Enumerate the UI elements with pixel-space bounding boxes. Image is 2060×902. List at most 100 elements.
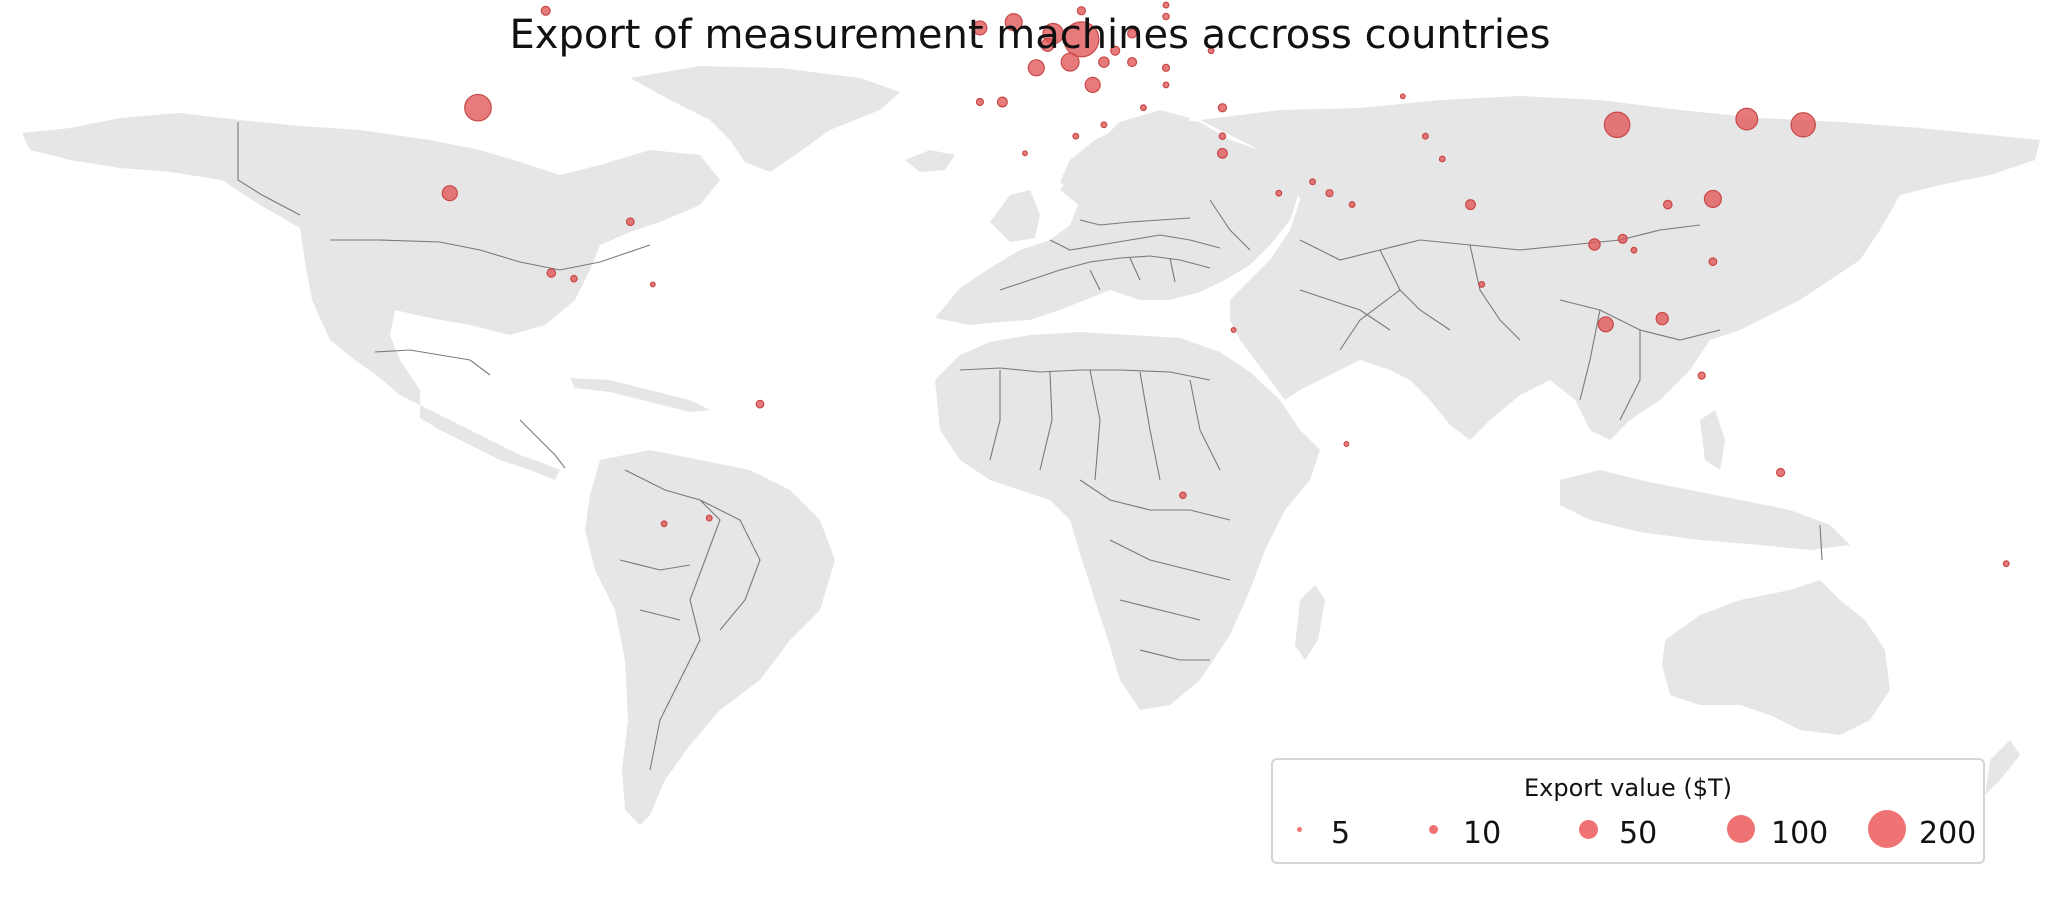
land-central-america <box>420 405 560 480</box>
legend: Export value ($T) 5 10 50 100 200 <box>1271 758 1985 864</box>
border-africa <box>959 367 1231 661</box>
legend-title: Export value ($T) <box>1523 774 1733 802</box>
export-bubble <box>1216 147 1228 159</box>
export-bubble <box>996 96 1008 108</box>
export-bubble <box>649 281 656 288</box>
border-asia <box>1299 224 1721 421</box>
export-bubble <box>705 514 713 522</box>
export-bubble <box>755 399 765 409</box>
export-bubble <box>1478 280 1486 288</box>
export-bubble <box>1275 189 1283 197</box>
export-bubble <box>1110 45 1121 56</box>
export-bubble <box>1603 111 1631 139</box>
land-british-isles <box>990 190 1040 242</box>
land-iceland <box>905 150 955 172</box>
land-south-america <box>585 450 835 825</box>
legend-label: 200 <box>1919 816 1977 851</box>
land-africa <box>935 332 1320 710</box>
land-masses <box>22 66 2040 825</box>
export-bubble <box>1072 132 1080 140</box>
land-japan <box>1780 215 1835 290</box>
legend-dot <box>1429 825 1438 834</box>
export-bubble <box>1179 491 1187 500</box>
legend-dot <box>1727 815 1755 843</box>
export-bubble <box>441 185 458 202</box>
export-bubble <box>1076 6 1087 16</box>
export-bubble <box>1162 12 1170 21</box>
border-us-mexico <box>374 349 491 376</box>
export-bubble <box>1588 238 1601 251</box>
export-bubble <box>464 93 492 122</box>
export-bubble <box>1100 121 1108 129</box>
export-bubbles <box>441 1 2010 568</box>
border-indonesia <box>1819 524 1823 561</box>
export-bubble <box>1421 132 1429 140</box>
legend-dot <box>1868 810 1906 848</box>
export-bubble <box>1207 47 1215 55</box>
export-bubble <box>1127 28 1138 39</box>
export-bubble <box>972 20 988 36</box>
export-bubble <box>1161 63 1171 72</box>
export-bubble <box>1022 150 1028 157</box>
legend-label: 50 <box>1619 816 1658 851</box>
land-europe <box>935 118 1300 325</box>
land-greenland <box>630 66 900 172</box>
export-bubble <box>1063 21 1100 58</box>
export-bubble <box>1098 56 1110 68</box>
export-bubble <box>540 5 551 16</box>
page-title: Export of measurement machines accross c… <box>509 12 1551 58</box>
export-bubble <box>1139 104 1147 112</box>
land-caribbean <box>570 378 710 412</box>
export-bubble <box>1465 199 1476 211</box>
border-europe <box>999 199 1251 291</box>
export-bubble <box>1597 316 1614 333</box>
land-australia <box>1662 580 1890 735</box>
export-bubble <box>546 268 557 278</box>
land-north-america <box>22 113 720 405</box>
export-bubble <box>1027 59 1045 77</box>
legend-label: 100 <box>1771 816 1829 851</box>
export-bubble <box>660 520 668 528</box>
border-central-america <box>519 419 566 469</box>
export-bubble <box>1708 257 1718 266</box>
legend-dot <box>1579 820 1598 839</box>
land-madagascar <box>1295 585 1325 660</box>
border-alaska <box>237 122 301 216</box>
land-scandinavia <box>1060 110 1190 210</box>
border-south-america <box>619 469 761 771</box>
export-bubble <box>1348 201 1356 209</box>
export-bubble <box>1735 107 1759 131</box>
legend-dot <box>1297 827 1302 832</box>
border-us-canada <box>330 239 651 271</box>
country-borders <box>237 122 1823 771</box>
export-bubble <box>1697 371 1706 380</box>
export-bubble <box>1127 57 1138 68</box>
export-bubble <box>1662 199 1673 210</box>
legend-label: 10 <box>1463 816 1502 851</box>
export-bubble <box>1218 132 1227 140</box>
export-bubble <box>1655 311 1669 326</box>
export-bubble <box>1617 233 1628 244</box>
export-bubble <box>2002 560 2010 568</box>
export-bubble <box>1309 178 1317 186</box>
export-bubble <box>1060 52 1080 72</box>
export-bubble <box>1790 112 1816 138</box>
export-bubble <box>1703 189 1722 208</box>
legend-label: 5 <box>1331 816 1351 851</box>
export-bubble <box>1325 189 1334 198</box>
export-bubble <box>1004 13 1023 32</box>
export-bubble <box>1040 38 1055 52</box>
land-philippines <box>1700 410 1725 470</box>
export-bubble <box>1399 93 1406 100</box>
export-bubble <box>975 97 985 107</box>
export-bubble <box>1343 441 1350 447</box>
export-bubble <box>1630 246 1638 254</box>
export-bubble <box>1162 1 1170 9</box>
export-bubble <box>1084 76 1101 94</box>
export-bubble <box>1775 467 1786 478</box>
export-bubble <box>1162 81 1170 89</box>
export-bubble <box>625 217 635 227</box>
land-new-zealand <box>1985 740 2020 795</box>
export-bubble <box>1230 327 1237 333</box>
